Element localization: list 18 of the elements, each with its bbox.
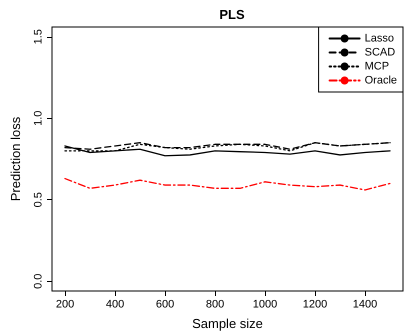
x-tick-label: 200 bbox=[56, 298, 74, 310]
y-tick-label: 0.5 bbox=[32, 192, 44, 208]
legend-label: Lasso bbox=[364, 32, 394, 44]
y-tick-label: 1.5 bbox=[32, 29, 44, 44]
x-tick-label: 1200 bbox=[302, 298, 328, 310]
x-axis-title: Sample size bbox=[192, 316, 263, 331]
x-tick-label: 1000 bbox=[252, 298, 278, 310]
y-tick-label: 1.0 bbox=[32, 110, 44, 126]
x-tick-label: 1400 bbox=[352, 298, 378, 310]
x-tick-label: 600 bbox=[156, 298, 174, 310]
legend-label: SCAD bbox=[364, 46, 396, 58]
chart-title: PLS bbox=[219, 7, 245, 22]
x-tick-label: 400 bbox=[106, 298, 124, 310]
legend-label: MCP bbox=[364, 60, 390, 72]
legend-label: Oracle bbox=[364, 74, 398, 86]
y-axis-title: Prediction loss bbox=[8, 116, 23, 202]
x-tick-label: 800 bbox=[206, 298, 224, 310]
y-tick-label: 0.0 bbox=[32, 274, 44, 289]
